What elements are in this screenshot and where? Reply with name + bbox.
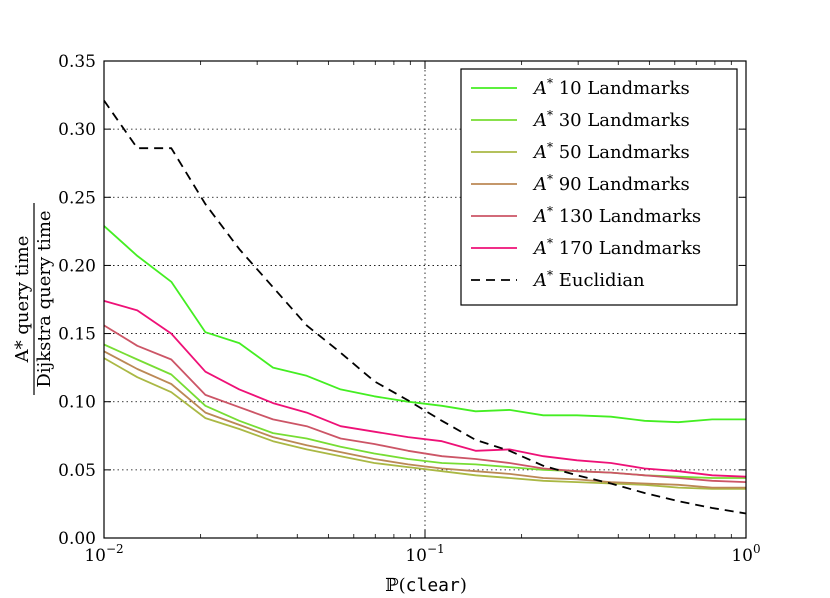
- legend-label: A* Euclidian: [532, 268, 645, 291]
- x-axis-label-suffix: ): [460, 575, 467, 596]
- grid: [104, 61, 746, 538]
- x-axis-label-mono: clear: [406, 575, 460, 596]
- y-axis-label: A* query time Dijkstra query time: [12, 203, 55, 395]
- x-tick-label: 10−2: [84, 542, 123, 566]
- y-tick-label: 0.20: [58, 256, 96, 276]
- legend-label: A* 10 Landmarks: [532, 76, 690, 99]
- x-tick-label: 10−1: [405, 542, 444, 566]
- legend-label: A* 130 Landmarks: [532, 204, 701, 227]
- y-tick-label: 0.25: [58, 188, 96, 208]
- y-tick-label: 0.00: [58, 529, 96, 549]
- series-line-3: [103, 357, 746, 490]
- series-line-4: [103, 350, 746, 489]
- series-line-6: [103, 300, 747, 478]
- series-layer: [103, 99, 747, 515]
- legend: A* 10 Landmarks A* 30 Landmarks A* 50 Land…: [460, 68, 738, 306]
- y-tick-label: 0.10: [58, 393, 96, 413]
- tick-labels: 0.00 0.05 0.10 0.15 0.20 0.25 0.30 0.35 10−2 10−1…: [58, 52, 761, 566]
- x-axis-label-prefix: ℙ(: [385, 575, 406, 596]
- y-tick-label: 0.15: [58, 325, 96, 345]
- y-tick-label: 0.05: [58, 461, 96, 481]
- legend-box: [460, 68, 738, 306]
- legend-label: A* 50 Landmarks: [532, 140, 690, 163]
- series-line-1: [103, 225, 746, 424]
- series-line-7: [103, 99, 747, 515]
- y-axis-label-denominator: Dijkstra query time: [34, 210, 55, 387]
- x-axis-label: ℙ(clear): [385, 575, 467, 596]
- y-tick-label: 0.35: [58, 52, 96, 72]
- legend-label: A* 170 Landmarks: [532, 236, 701, 259]
- series-line-5: [103, 324, 747, 483]
- ticks: [103, 60, 747, 539]
- legend-label: A* 30 Landmarks: [532, 108, 690, 131]
- y-axis-label-numerator: A* query time: [12, 236, 33, 364]
- x-tick-label: 100: [731, 542, 760, 566]
- y-tick-label: 0.30: [58, 120, 96, 140]
- legend-label: A* 90 Landmarks: [532, 172, 690, 195]
